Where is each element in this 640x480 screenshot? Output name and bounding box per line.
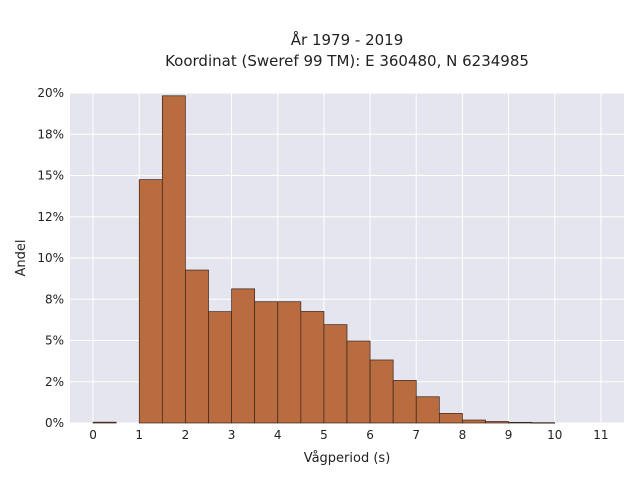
histogram-bar: [346, 340, 371, 424]
histogram-bar: [92, 421, 117, 424]
histogram-bar: [138, 179, 163, 424]
y-tick-label: 8%: [45, 292, 64, 306]
x-tick-label: 7: [412, 428, 420, 442]
x-tick-label: 2: [182, 428, 190, 442]
y-tick-label: 20%: [37, 86, 64, 100]
x-axis-label: Vågperiod (s): [304, 451, 391, 466]
x-tick-label: 9: [505, 428, 513, 442]
y-axis-label: Andel: [14, 240, 29, 277]
chart-title-line2: Koordinat (Sweref 99 TM): E 360480, N 62…: [165, 52, 529, 70]
histogram-bar: [438, 413, 463, 424]
y-tick-label: 2%: [45, 375, 64, 389]
y-tick-label: 15%: [37, 169, 64, 183]
chart-title-line1: År 1979 - 2019: [291, 30, 404, 49]
histogram-bar: [462, 419, 486, 424]
x-tick-label: 4: [274, 428, 282, 442]
histogram-bar: [369, 359, 394, 424]
histogram-bar: [508, 421, 533, 424]
histogram-bar: [208, 311, 232, 424]
x-tick-label: 0: [89, 428, 97, 442]
x-tick-label: 3: [228, 428, 236, 442]
y-tick-label: 5%: [45, 334, 64, 348]
x-tick-label: 6: [366, 428, 374, 442]
x-tick-label: 10: [547, 428, 562, 442]
ticks: 0 1 2 3 4 5 6 7 8 9 10 11 0% 2% 5% 8% 10% 12% 15% 18% 20%: [37, 86, 608, 442]
x-tick-label: 1: [135, 428, 143, 442]
histogram-bar: [392, 380, 417, 424]
histogram-bar: [415, 396, 440, 424]
y-tick-label: 10%: [37, 251, 64, 265]
histogram-bar: [531, 422, 556, 424]
bars: [92, 95, 556, 424]
y-tick-label: 0%: [45, 416, 64, 430]
y-tick-label: 18%: [37, 127, 64, 141]
histogram-bar: [185, 269, 209, 424]
histogram-bar: [254, 301, 279, 424]
histogram-bar: [161, 95, 186, 424]
y-tick-label: 12%: [37, 210, 64, 224]
histogram-bar: [485, 421, 509, 424]
histogram-bar: [231, 288, 256, 424]
histogram-bar: [300, 311, 325, 424]
histogram-bar: [323, 324, 348, 424]
x-tick-label: 8: [459, 428, 467, 442]
histogram-bar: [277, 301, 302, 424]
x-tick-label: 5: [320, 428, 328, 442]
x-tick-label: 11: [593, 428, 608, 442]
